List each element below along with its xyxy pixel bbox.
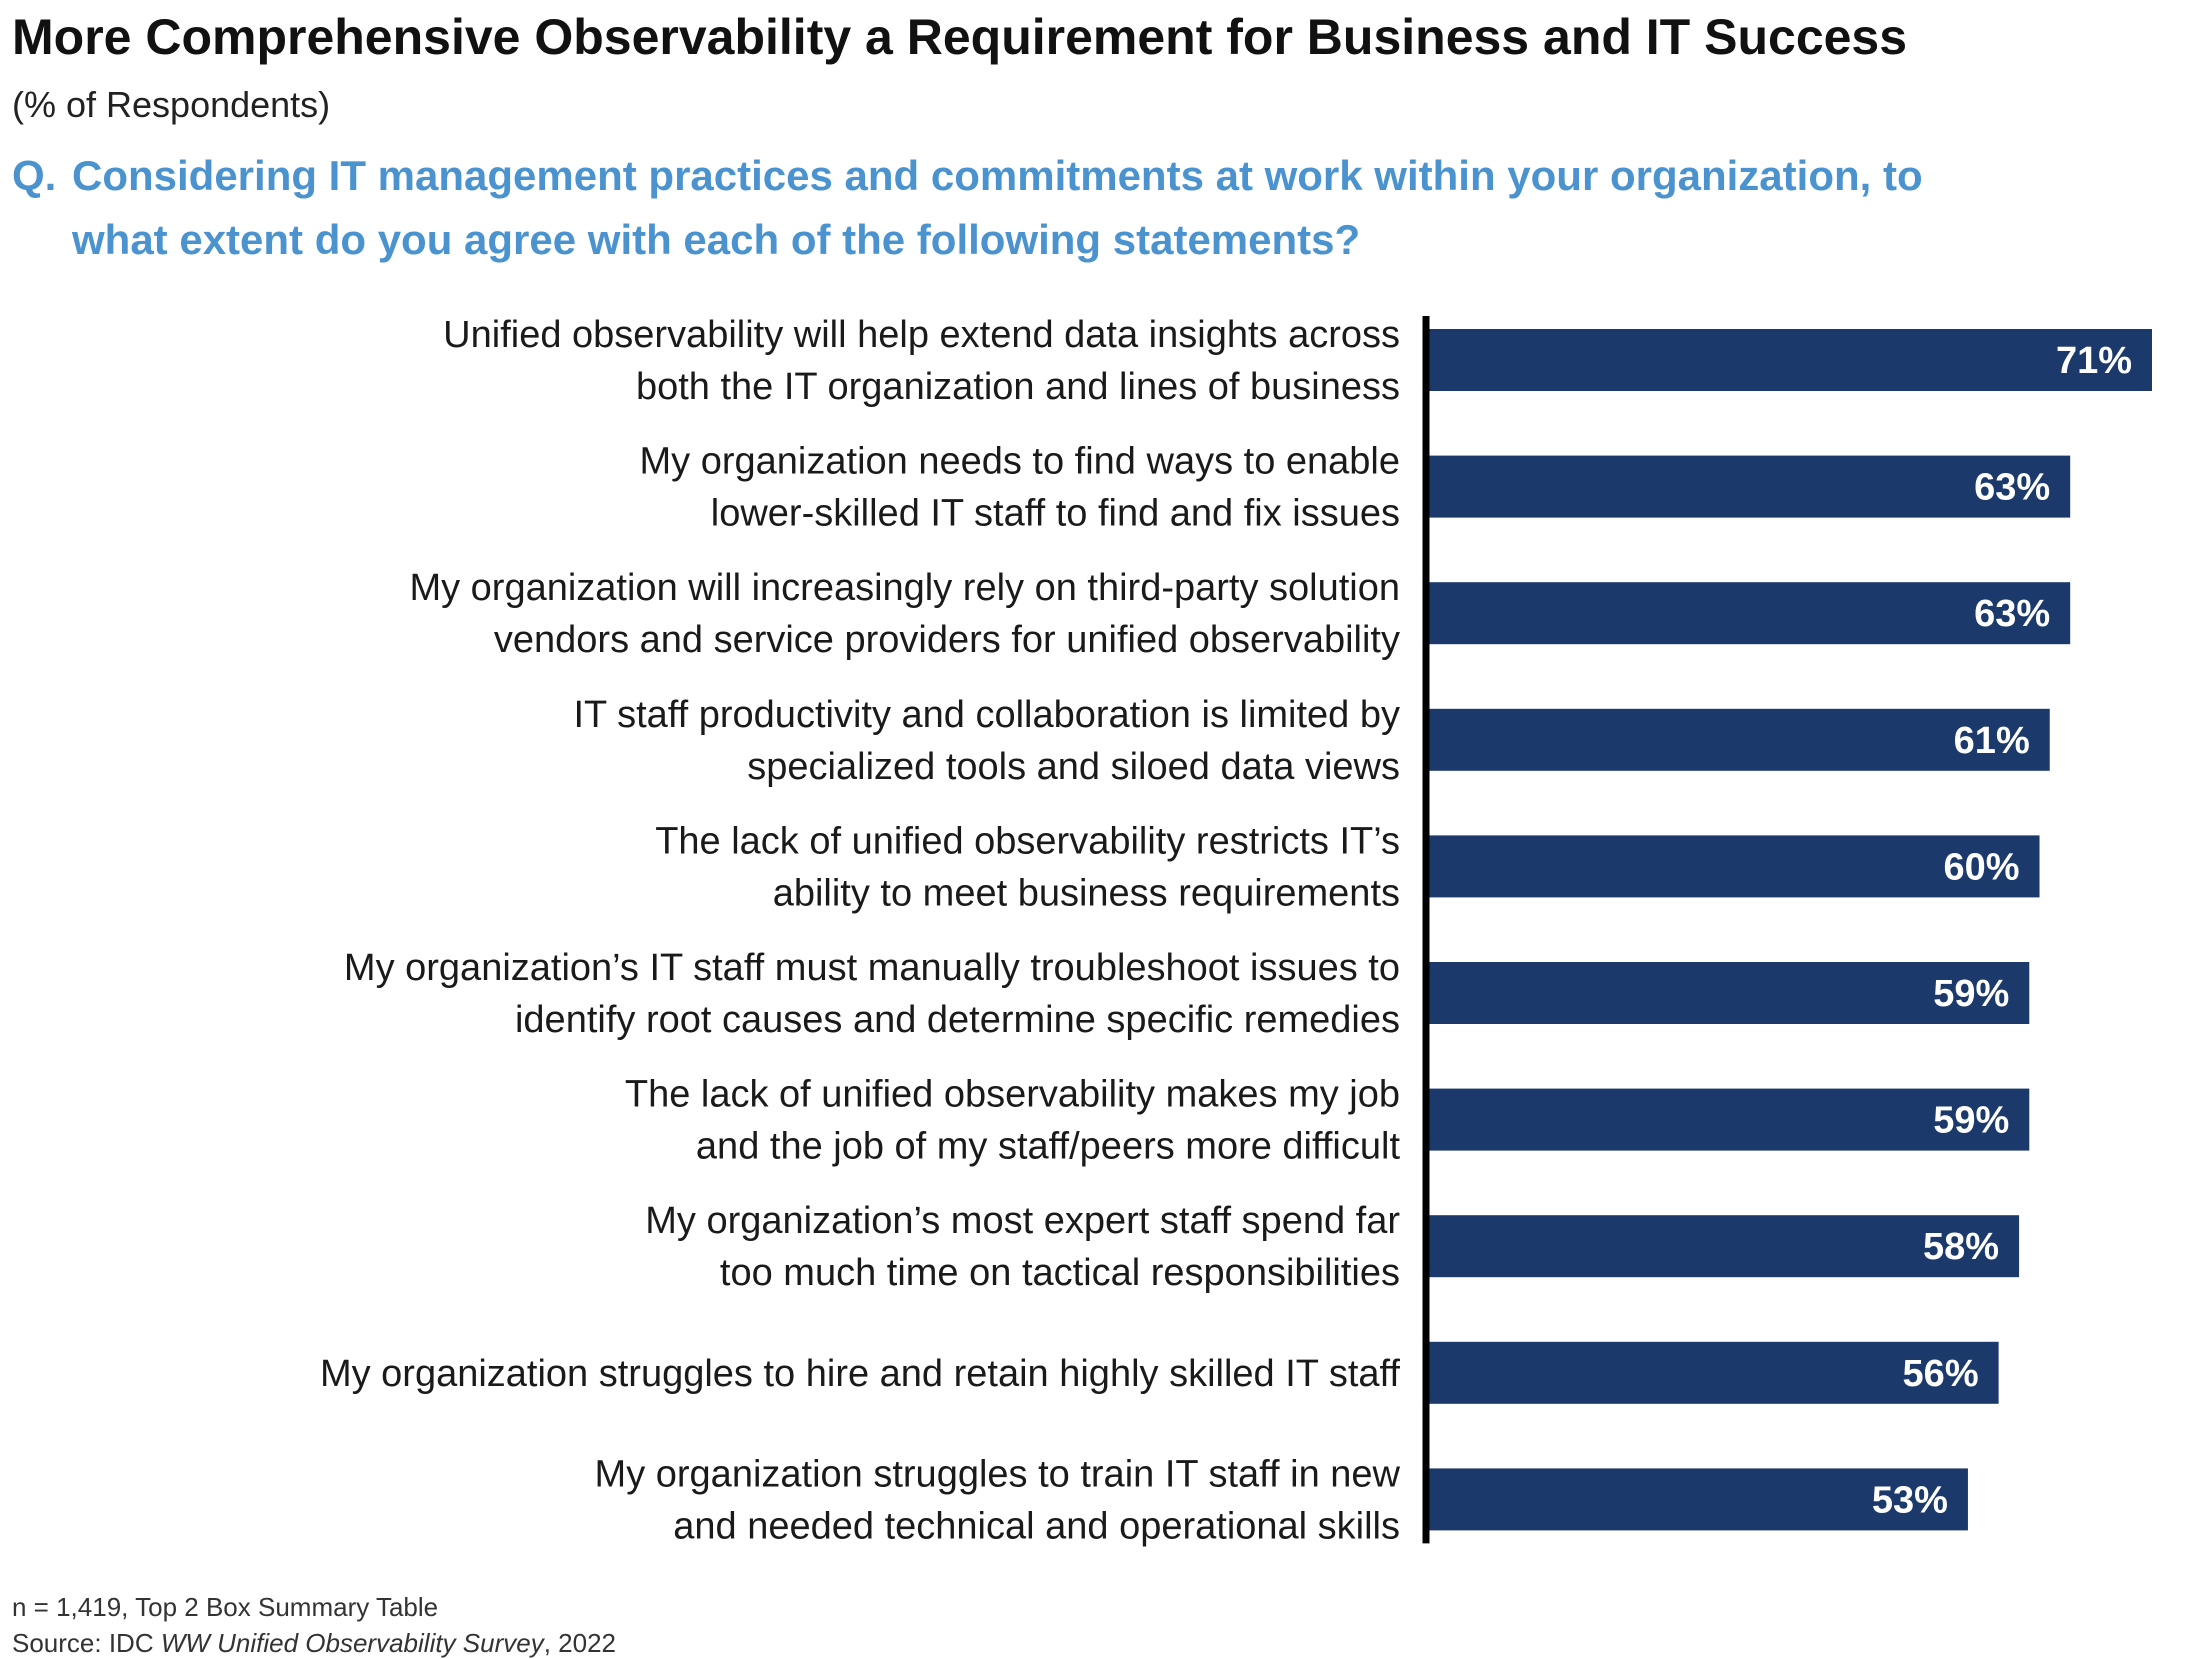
data-label-2: 63% [1974, 593, 2050, 635]
category-label-0-line-1: both the IT organization and lines of bu… [636, 366, 1400, 408]
category-label-4-line-0: The lack of unified observability restri… [655, 820, 1400, 862]
category-label-3: IT staff productivity and collaboration … [573, 694, 1400, 788]
category-label-2-line-0: My organization will increasingly rely o… [409, 567, 1400, 609]
category-label-9: My organization struggles to train IT st… [595, 1453, 1401, 1547]
data-label-0: 71% [2056, 340, 2132, 382]
sample-size-note: n = 1,419, Top 2 Box Summary Table [12, 1592, 439, 1622]
category-label-4-line-1: ability to meet business requirements [773, 872, 1400, 914]
source-suffix: , 2022 [543, 1628, 617, 1658]
data-label-3: 61% [1954, 720, 2030, 762]
source-title: WW Unified Observability Survey [160, 1628, 544, 1658]
category-label-7: My organization’s most expert staff spen… [645, 1200, 1400, 1294]
category-label-9-line-1: and needed technical and operational ski… [673, 1505, 1400, 1547]
data-label-5: 59% [1933, 973, 2009, 1015]
category-label-5-line-0: My organization’s IT staff must manually… [344, 947, 1400, 989]
category-label-8-line-0: My organization struggles to hire and re… [320, 1353, 1400, 1395]
bar-4 [1426, 835, 2040, 898]
source-note: Source: IDC WW Unified Observability Sur… [12, 1628, 616, 1659]
chart-title: More Comprehensive Observability a Requi… [12, 9, 1908, 65]
data-label-1: 63% [1974, 467, 2050, 509]
source-prefix: Source: IDC [12, 1628, 161, 1658]
category-label-1-line-0: My organization needs to find ways to en… [640, 441, 1400, 483]
question-text: Considering IT management practices and … [72, 152, 1923, 263]
bar-chart: 71% Unified observability will help exten… [320, 314, 2152, 1547]
bar-2 [1426, 582, 2071, 645]
category-label-9-line-0: My organization struggles to train IT st… [595, 1453, 1401, 1495]
category-label-8: My organization struggles to hire and re… [320, 1353, 1400, 1395]
category-label-6: The lack of unified observability makes … [625, 1074, 1401, 1168]
category-label-0: Unified observability will help extend d… [443, 314, 1400, 408]
category-label-1: My organization needs to find ways to en… [640, 441, 1400, 535]
category-label-0-line-0: Unified observability will help extend d… [443, 314, 1400, 356]
bar-8 [1426, 1341, 1999, 1404]
category-label-5: My organization’s IT staff must manually… [344, 947, 1400, 1041]
category-label-5-line-1: identify root causes and determine speci… [515, 999, 1400, 1041]
category-label-6-line-1: and the job of my staff/peers more diffi… [696, 1126, 1401, 1168]
bar-7 [1426, 1215, 2020, 1278]
data-label-6: 59% [1933, 1100, 2009, 1142]
bar-3 [1426, 708, 2050, 771]
chart-subtitle: (% of Respondents) [12, 84, 331, 125]
category-label-6-line-0: The lack of unified observability makes … [625, 1074, 1400, 1116]
category-label-3-line-0: IT staff productivity and collaboration … [573, 694, 1400, 736]
category-label-4: The lack of unified observability restri… [655, 820, 1400, 914]
survey-question: Q. Considering IT management practices a… [12, 144, 2012, 272]
bar-1 [1426, 455, 2071, 518]
category-label-3-line-1: specialized tools and siloed data views [747, 746, 1400, 788]
category-label-1-line-1: lower-skilled IT staff to find and fix i… [711, 493, 1400, 535]
bar-5 [1426, 962, 2030, 1024]
data-label-8: 56% [1903, 1353, 1979, 1395]
question-prefix: Q. [12, 152, 57, 199]
category-label-7-line-0: My organization’s most expert staff spen… [645, 1200, 1400, 1242]
bar-9 [1426, 1468, 1968, 1531]
data-label-7: 58% [1923, 1226, 1999, 1268]
data-label-9: 53% [1872, 1479, 1948, 1521]
bar-6 [1426, 1088, 2030, 1151]
data-label-4: 60% [1943, 846, 2019, 888]
category-label-7-line-1: too much time on tactical responsibiliti… [720, 1252, 1400, 1294]
category-label-2-line-1: vendors and service providers for unifie… [494, 619, 1400, 661]
category-label-2: My organization will increasingly rely o… [409, 567, 1400, 661]
bar-0 [1426, 329, 2152, 391]
